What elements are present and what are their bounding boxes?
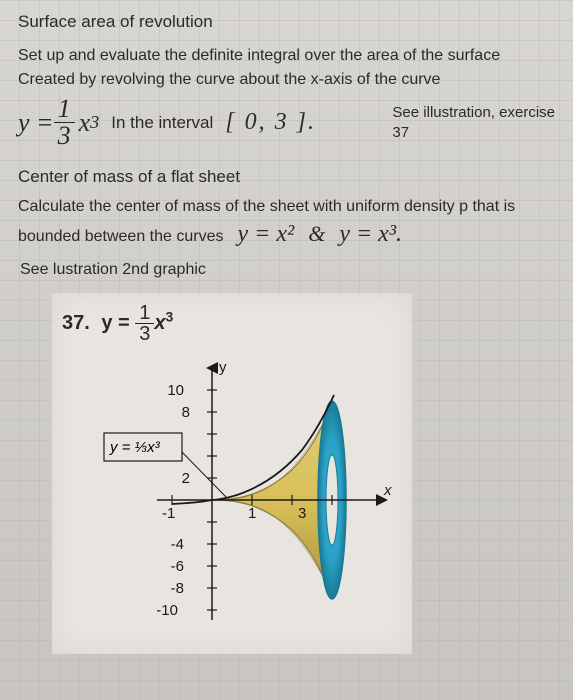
eq-x: x [79,108,91,138]
x-axis-label: x [383,482,392,499]
svg-text:8: 8 [182,404,190,421]
svg-text:10: 10 [167,382,184,399]
surface-line2: Created by revolving the curve about the… [18,70,555,90]
svg-text:-1: -1 [162,505,175,522]
figure-title: 37. y = 13x3 [62,303,402,344]
graph-svg: y x 10 8 2 -4 -6 -8 -10 -1 1 3 y = ⅓x³ [62,350,402,650]
fig-eq: y = 13x3 [101,312,173,334]
interval-label: In the interval [111,113,213,133]
section-center-mass: Center of mass of a flat sheet Calculate… [18,167,555,279]
svg-text:-6: -6 [171,558,184,575]
curve1: y = x² [237,221,294,248]
cm-curves-row: bounded between the curves y = x² & y = … [18,221,555,251]
svg-text:3: 3 [298,505,306,522]
svg-text:-10: -10 [156,602,178,619]
amp: & [308,221,325,247]
see-lustration: See lustration 2nd graphic [20,261,555,279]
eq-exp: 3 [90,112,99,133]
svg-text:1: 1 [248,505,256,522]
eq-prefix: y = [18,108,54,138]
section-surface-area: Surface area of revolution Set up and ev… [18,12,555,149]
figure-37: 37. y = 13x3 [52,293,412,654]
curve2: y = x³. [339,221,402,248]
cm-line2: bounded between the curves [18,227,223,247]
cm-line1: Calculate the center of mass of the shee… [18,197,555,217]
title-center-mass: Center of mass of a flat sheet [18,167,555,187]
see-note: See illustration, exercise 37 [392,103,555,142]
equation-row: y = 1 3 x3 In the interval [ 0, 3 ]. See… [18,96,555,149]
interval-value: [ 0, 3 ]. [225,109,316,136]
svg-text:-4: -4 [171,536,184,553]
equation-y: y = 1 3 x3 [18,96,99,149]
svg-text:2: 2 [182,470,190,487]
eq-box-text: y = ⅓x³ [109,439,161,456]
svg-text:-8: -8 [171,580,184,597]
surface-line1: Set up and evaluate the definite integra… [18,46,555,66]
frac-one-third: 1 3 [54,96,75,149]
title-surface: Surface area of revolution [18,12,555,32]
y-axis-label: y [219,359,227,376]
